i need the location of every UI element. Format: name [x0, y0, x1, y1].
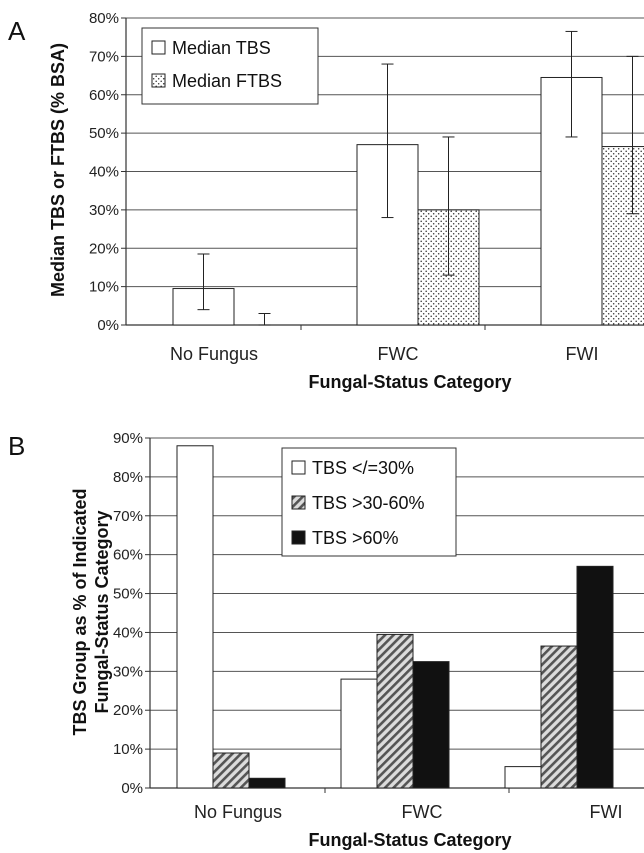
y-tick-label: 10%: [113, 741, 143, 758]
y-tick-label: 20%: [113, 702, 143, 719]
legend-swatch: [151, 40, 166, 55]
x-axis-label: Fungal-Status Category: [308, 372, 511, 392]
y-axis-label: TBS Group as % of Indicated Fungal-Status…: [70, 488, 112, 735]
category-label: No Fungus: [170, 344, 258, 364]
legend-swatch: [151, 73, 166, 88]
y-tick-label: 0%: [121, 780, 143, 797]
bar: [576, 565, 614, 789]
y-tick-label: 30%: [89, 202, 119, 219]
y-axis-label-line: TBS Group as % of Indicated: [70, 488, 90, 735]
bar: [340, 678, 378, 789]
y-tick-label: 50%: [113, 586, 143, 603]
y-tick-label: 80%: [89, 10, 119, 27]
bar: [601, 146, 644, 326]
panel-letter: B: [8, 431, 25, 461]
panel-a: A 0% 10% 20% 30% 40% 50% 60% 70% 80% No Fungus FWC F…: [8, 10, 644, 392]
y-tick-label: 40%: [89, 164, 119, 181]
bar: [376, 633, 414, 789]
bar: [248, 777, 286, 789]
category-label: FWI: [590, 802, 623, 822]
category-label: No Fungus: [194, 802, 282, 822]
y-tick-label: 80%: [113, 469, 143, 486]
panel-b: B 0% 10% 20% 30% 40% 50% 60% 70% 80% 90% No Fungus F…: [8, 430, 644, 850]
y-axis-label-line: Fungal-Status Category: [92, 510, 112, 713]
legend-box: [281, 447, 457, 557]
y-axis-label: Median TBS or FTBS (% BSA): [48, 43, 68, 297]
category-label: FWI: [566, 344, 599, 364]
y-tick-label: 60%: [89, 87, 119, 104]
y-tick-label: 0%: [97, 317, 119, 334]
bar: [212, 752, 250, 789]
y-tick-label: 30%: [113, 663, 143, 680]
y-tick-label: 90%: [113, 430, 143, 447]
y-tick-label: 70%: [113, 508, 143, 525]
legend-label: TBS </=30%: [312, 458, 414, 478]
legend-swatch: [291, 495, 306, 510]
legend-label: Median TBS: [172, 38, 271, 58]
category-label: FWC: [378, 344, 419, 364]
legend-label: TBS >60%: [312, 528, 399, 548]
y-tick-label: 70%: [89, 48, 119, 65]
y-tick-label: 50%: [89, 125, 119, 142]
legend-swatch: [291, 460, 306, 475]
legend-label: TBS >30-60%: [312, 493, 425, 513]
x-axis-label: Fungal-Status Category: [308, 830, 511, 850]
bar: [540, 645, 578, 789]
legend-swatch: [291, 530, 306, 545]
y-tick-label: 60%: [113, 547, 143, 564]
y-tick-label: 10%: [89, 279, 119, 296]
bar: [504, 766, 542, 789]
y-tick-label: 40%: [113, 624, 143, 641]
category-label: FWC: [402, 802, 443, 822]
panel-letter: A: [8, 16, 26, 46]
bar: [412, 661, 450, 789]
bar: [176, 445, 214, 789]
legend-label: Median FTBS: [172, 71, 282, 91]
legend-box: [141, 27, 319, 105]
y-tick-label: 20%: [89, 240, 119, 257]
